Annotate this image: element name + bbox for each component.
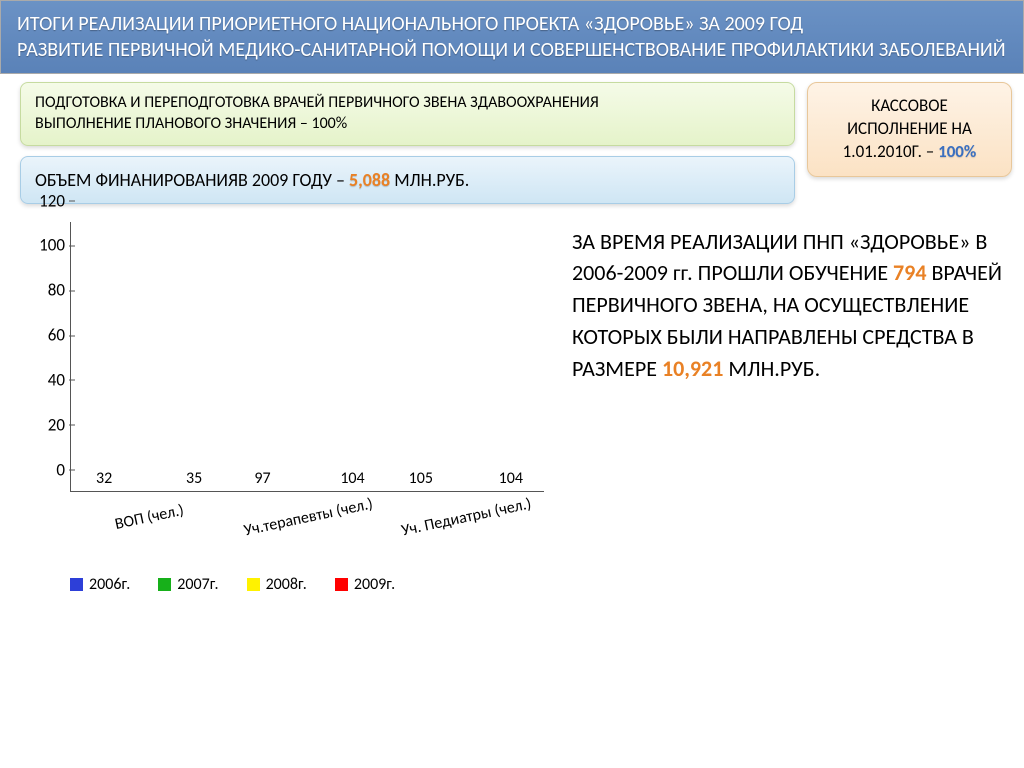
header-line-1: ИТОГИ РЕАЛИЗАЦИИ ПРИОРИЕТНОГО НАЦИОНАЛЬН… xyxy=(17,11,1007,37)
left-info-column: ПОДГОТОВКА И ПЕРЕПОДГОТОВКА ВРАЧЕЙ ПЕРВИ… xyxy=(20,82,795,204)
chart-bar-label: 97 xyxy=(254,469,270,488)
legend-swatch xyxy=(70,578,83,591)
training-badge: ПОДГОТОВКА И ПЕРЕПОДГОТОВКА ВРАЧЕЙ ПЕРВИ… xyxy=(20,82,795,146)
chart-ytick: 80 xyxy=(27,280,65,301)
chart-plot-area: 020406080100120323597104105104 xyxy=(70,222,544,492)
chart-x-label: ВОП (чел.) xyxy=(80,484,216,540)
legend-swatch xyxy=(247,578,260,591)
bar-chart: 020406080100120323597104105104 ВОП (чел.… xyxy=(24,222,554,594)
summary-hl1: 794 xyxy=(893,259,926,286)
legend-swatch xyxy=(335,578,348,591)
header-line-2: РАЗВИТИЕ ПЕРВИЧНОЙ МЕДИКО-САНИТАРНОЙ ПОМ… xyxy=(17,37,1007,63)
financing-suffix: МЛН.РУБ. xyxy=(390,169,469,191)
legend-item: 2008г. xyxy=(247,575,307,594)
chart-bar-label: 32 xyxy=(96,469,112,488)
legend-label: 2006г. xyxy=(89,575,130,594)
chart-ytick: 40 xyxy=(27,369,65,390)
chart-ytick: 0 xyxy=(27,459,65,480)
legend-item: 2006г. xyxy=(70,575,130,594)
chart-bar-label: 104 xyxy=(340,469,364,488)
cash-execution-badge: КАССОВОЕ ИСПОЛНЕНИЕ НА 1.01.2010Г. – 100… xyxy=(807,82,1012,177)
chart-ytick: 20 xyxy=(27,414,65,435)
chart-x-labels: ВОП (чел.)Уч.терапевты (чел.)Уч. Педиатр… xyxy=(70,492,544,527)
chart-bar-label: 35 xyxy=(186,469,202,488)
financing-value: 5,088 xyxy=(349,169,390,191)
legend-item: 2009г. xyxy=(335,575,395,594)
legend-item: 2007г. xyxy=(158,575,218,594)
cash-exec-value: 100% xyxy=(938,141,976,162)
content-row: 020406080100120323597104105104 ВОП (чел.… xyxy=(0,208,1024,602)
legend-label: 2007г. xyxy=(177,575,218,594)
legend-label: 2009г. xyxy=(354,575,395,594)
chart-bar-groups: 32 35 97 104 105 104 xyxy=(71,222,544,491)
slide-header: ИТОГИ РЕАЛИЗАЦИИ ПРИОРИЕТНОГО НАЦИОНАЛЬН… xyxy=(0,0,1024,74)
chart-x-label: Уч.терапевты (чел.) xyxy=(239,484,375,540)
legend-swatch xyxy=(158,578,171,591)
chart-x-label: Уч. Педиатры (чел.) xyxy=(398,484,534,540)
chart-legend: 2006г. 2007г. 2008г. 2009г. xyxy=(70,575,554,594)
chart-bar-label: 104 xyxy=(499,469,523,488)
financing-prefix: ОБЪЕМ ФИНАНИРОВАНИЯВ 2009 ГОДУ – xyxy=(35,169,349,191)
summary-paragraph: ЗА ВРЕМЯ РЕАЛИЗАЦИИ ПНП «ЗДОРОВЬЕ» В 200… xyxy=(572,222,1008,594)
chart-ytick: 120 xyxy=(27,190,65,211)
info-row: ПОДГОТОВКА И ПЕРЕПОДГОТОВКА ВРАЧЕЙ ПЕРВИ… xyxy=(0,74,1024,208)
chart-bar-label: 105 xyxy=(409,469,433,488)
financing-badge: ОБЪЕМ ФИНАНИРОВАНИЯВ 2009 ГОДУ – 5,088 М… xyxy=(20,156,795,204)
summary-hl2: 10,921 xyxy=(662,355,723,382)
legend-label: 2008г. xyxy=(266,575,307,594)
chart-ytick: 100 xyxy=(27,235,65,256)
summary-p1c: МЛН.РУБ. xyxy=(723,355,820,382)
chart-ytick: 60 xyxy=(27,325,65,346)
